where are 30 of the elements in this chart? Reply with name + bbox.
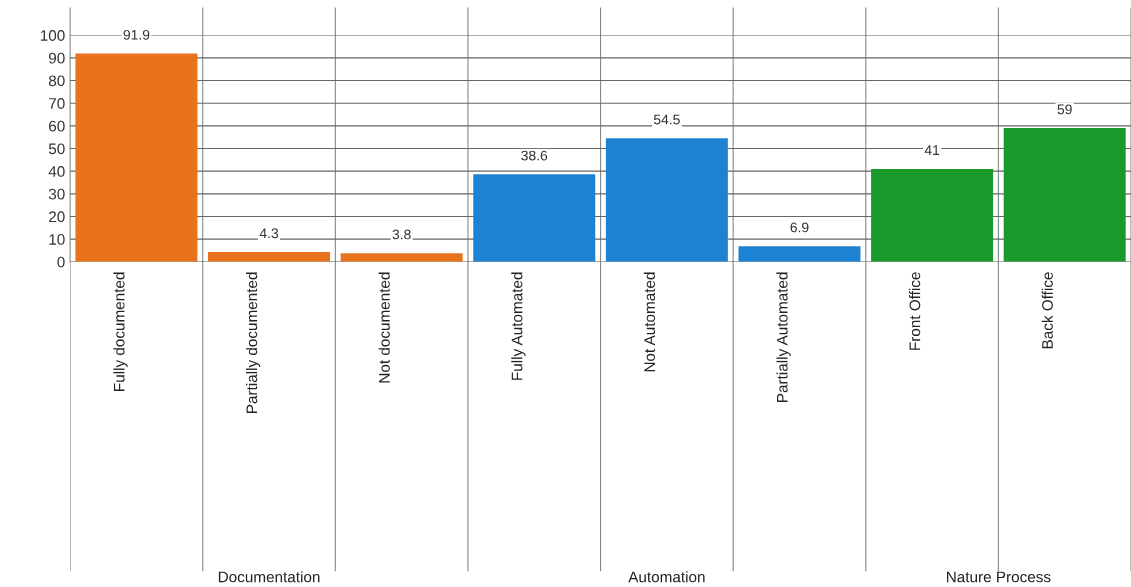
y-tick-label: 10 (49, 234, 65, 245)
data-label: 41 (924, 145, 940, 155)
y-tick-label: 80 (48, 75, 65, 87)
text: Nature Process (947, 571, 1051, 583)
x-tick-label: Front Office (909, 272, 921, 350)
text: Automation (628, 571, 705, 583)
data-label: 54.5 (653, 114, 680, 125)
x-tick-label: Back Office (1041, 272, 1053, 349)
x-tick-label: Partially documented (246, 272, 261, 413)
data-label: 4.3 (259, 228, 279, 239)
x-tick-label: Not Automated (643, 272, 656, 372)
y-tick-label: 100 (40, 30, 65, 41)
y-tick-label: 90 (48, 52, 65, 64)
x-tick-label: Fully Automated (511, 272, 526, 380)
x-tick-label: Partially Automated (776, 272, 791, 402)
data-label: 3.8 (392, 229, 411, 240)
y-tick-label: 50 (48, 143, 65, 155)
x-tick-label: Fully documented (113, 272, 128, 391)
y-tick-label: 20 (49, 211, 65, 223)
data-label: 38.6 (521, 150, 548, 161)
text: Documentation (218, 571, 320, 583)
x-tick-label: Not documented (378, 272, 390, 383)
y-tick-label: 0 (57, 256, 65, 268)
y-tick-label: 70 (49, 98, 65, 109)
data-label: 6.9 (790, 222, 809, 233)
data-label: 59 (1057, 104, 1072, 115)
data-label: 91.9 (123, 29, 150, 40)
y-tick-label: 30 (48, 188, 65, 200)
y-tick-label: 40 (48, 166, 65, 177)
y-tick-label: 60 (49, 120, 65, 132)
